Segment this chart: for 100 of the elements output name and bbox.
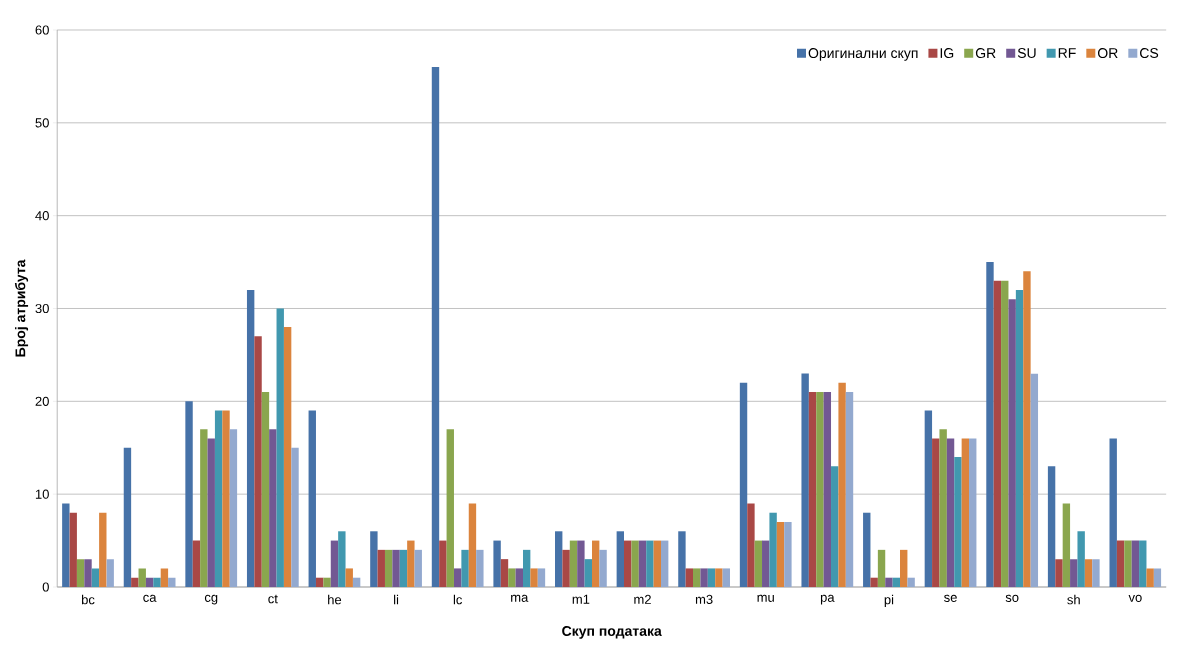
bar <box>131 577 139 587</box>
bar <box>1015 289 1024 587</box>
y-tick-label: 10 <box>35 489 49 499</box>
x-tick-label: lc <box>453 594 463 605</box>
bar <box>993 280 1002 587</box>
bar <box>384 549 393 587</box>
y-tick-label: 20 <box>35 396 49 406</box>
bar <box>591 540 600 587</box>
bar <box>91 568 100 587</box>
bar <box>877 549 886 587</box>
y-axis-title: Број атрибута <box>14 259 29 357</box>
bar <box>254 336 262 587</box>
bar <box>678 531 686 587</box>
bar <box>831 466 839 587</box>
bar <box>1077 531 1085 587</box>
bar <box>1139 540 1147 587</box>
bar <box>207 438 215 587</box>
bar <box>762 540 770 587</box>
bar <box>838 382 846 587</box>
legend-label: SU <box>1017 48 1036 59</box>
bar <box>1109 438 1117 587</box>
bar <box>261 392 270 587</box>
bar <box>961 438 970 587</box>
bar <box>693 568 701 587</box>
bar <box>308 410 316 587</box>
bar <box>461 549 469 587</box>
bar <box>924 410 933 587</box>
bar <box>685 568 694 587</box>
bar <box>1146 568 1154 587</box>
bar <box>569 540 578 587</box>
bar <box>1124 540 1132 587</box>
bar <box>1153 568 1162 587</box>
bar <box>62 503 70 587</box>
bar <box>345 568 353 587</box>
x-tick-label: he <box>328 594 342 605</box>
x-tick-label: mu <box>757 594 774 602</box>
bar <box>99 512 107 587</box>
legend-label: CS <box>1140 48 1159 59</box>
bar <box>870 577 878 587</box>
bar <box>392 549 400 587</box>
bar <box>370 531 378 587</box>
y-tick-label: 40 <box>35 211 49 221</box>
bar <box>907 577 915 587</box>
bar <box>816 392 824 587</box>
y-tick-label: 50 <box>35 118 49 128</box>
bar <box>276 308 284 587</box>
bar <box>1116 540 1125 587</box>
bar <box>624 540 632 587</box>
bar <box>747 503 755 587</box>
bar <box>468 503 477 587</box>
bar <box>1131 540 1140 587</box>
bar <box>106 559 114 587</box>
legend-label: RF <box>1058 48 1076 58</box>
bar <box>352 577 361 587</box>
bar <box>377 549 385 587</box>
bar <box>863 512 871 587</box>
x-tick-label: cg <box>204 594 218 605</box>
bar <box>414 549 422 587</box>
bar <box>1008 299 1016 587</box>
bar <box>892 577 901 587</box>
bar <box>476 549 484 587</box>
bar <box>123 447 132 587</box>
bar <box>1055 559 1063 587</box>
bar <box>439 540 447 587</box>
bar <box>823 392 832 587</box>
bar <box>808 392 817 587</box>
bar <box>530 568 538 587</box>
bar <box>229 429 238 587</box>
bar <box>508 568 516 587</box>
bar <box>801 373 809 587</box>
bar <box>453 568 462 587</box>
bar <box>900 549 908 587</box>
bar <box>739 382 748 587</box>
x-tick-label: m2 <box>634 594 651 604</box>
bar <box>214 410 223 587</box>
bar <box>660 540 669 587</box>
bar <box>153 577 161 587</box>
bar <box>407 540 415 587</box>
bar <box>1047 466 1056 587</box>
y-tick-label: 30 <box>35 303 49 314</box>
bar <box>776 522 785 587</box>
x-tick-label: bc <box>81 594 95 605</box>
bar <box>946 438 955 587</box>
bar <box>399 549 408 587</box>
bar <box>192 540 201 587</box>
bar <box>315 577 324 587</box>
bar <box>269 429 277 587</box>
bar <box>932 438 940 587</box>
bar <box>784 522 792 587</box>
bar <box>522 549 531 587</box>
bar <box>646 540 654 587</box>
bar <box>145 577 154 587</box>
bar <box>446 429 454 587</box>
bar <box>562 549 570 587</box>
x-tick-label: li <box>394 594 399 605</box>
bar <box>1001 280 1009 587</box>
bar <box>493 540 501 587</box>
bar <box>1030 373 1039 587</box>
bar <box>769 512 777 587</box>
legend-label: IG <box>940 48 954 59</box>
